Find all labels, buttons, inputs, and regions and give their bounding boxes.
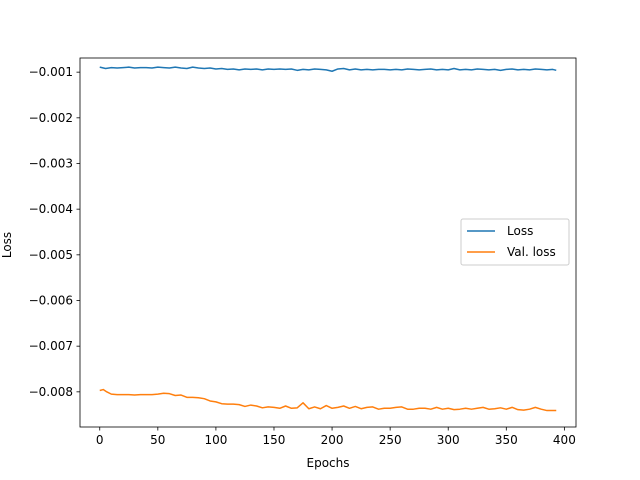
x-tick-label: 250 <box>379 433 402 447</box>
y-axis-label: Loss <box>0 232 14 258</box>
x-tick-label: 150 <box>263 433 286 447</box>
x-tick-label: 300 <box>437 433 460 447</box>
y-tick-label: −0.001 <box>29 65 73 79</box>
axes: 0 50 100 150 200 250 300 350 400 −0.001 −0.002 −0.0… <box>29 57 577 447</box>
y-tick-label: −0.002 <box>29 111 73 125</box>
legend-label-1: Val. loss <box>507 245 556 259</box>
y-tick-label: −0.003 <box>29 156 73 170</box>
y-tick-label: −0.006 <box>29 293 73 307</box>
series-line-1 <box>99 388 557 412</box>
legend: Loss Val. loss <box>460 218 570 266</box>
x-tick-label: 200 <box>321 433 344 447</box>
x-tick-label: 350 <box>495 433 518 447</box>
x-tick-label: 50 <box>150 433 165 447</box>
plot-area <box>99 66 557 412</box>
y-tick-label: −0.005 <box>29 248 73 262</box>
x-tick-label: 0 <box>96 433 104 447</box>
x-axis-label: Epochs <box>307 456 350 470</box>
legend-label-0: Loss <box>507 224 533 238</box>
x-tick-label: 400 <box>553 433 576 447</box>
y-tick-label: −0.008 <box>29 385 73 399</box>
series-line-0 <box>99 66 557 72</box>
x-tick-label: 100 <box>204 433 227 447</box>
y-tick-label: −0.007 <box>29 339 73 353</box>
plot-frame <box>79 57 577 428</box>
y-tick-label: −0.004 <box>29 202 73 216</box>
